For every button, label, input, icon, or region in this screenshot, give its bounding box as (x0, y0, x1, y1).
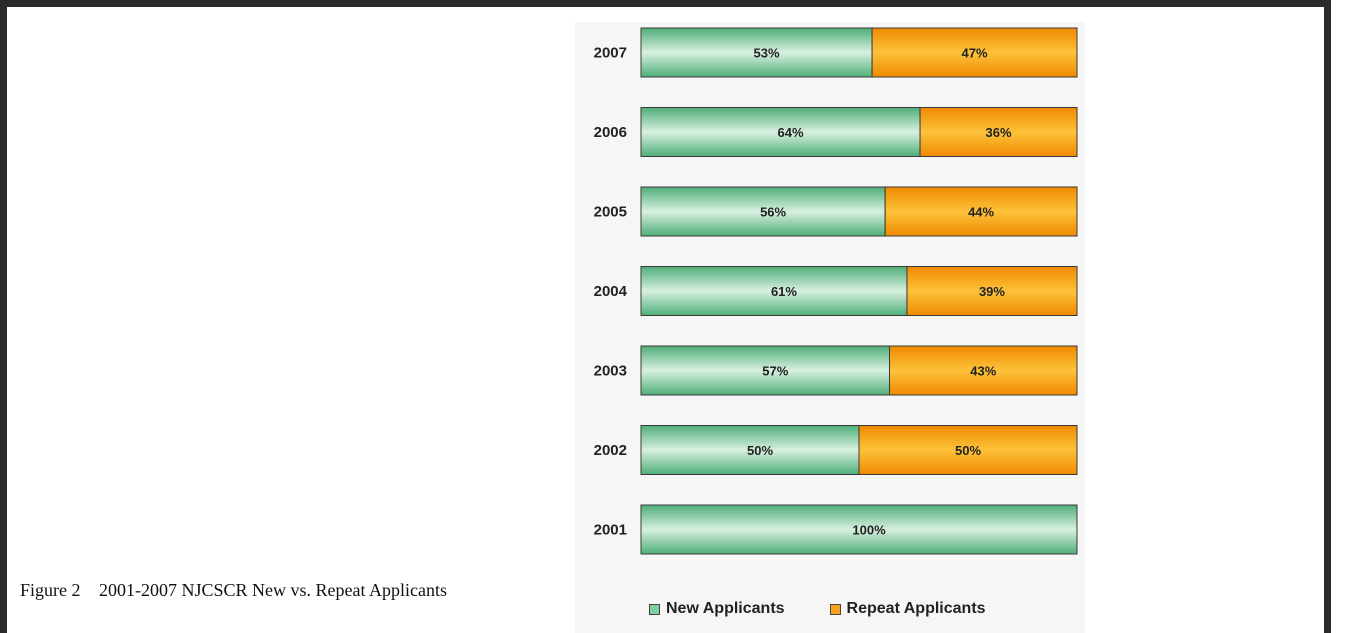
value-label-new-2004: 61% (771, 284, 797, 299)
figure-title: 2001-2007 NJCSCR New vs. Repeat Applican… (99, 580, 447, 600)
legend-label-new: New Applicants (666, 600, 785, 617)
year-label-2001: 2001 (594, 522, 627, 539)
chart-panel: 2007 53% 47% 2006 64% 36% 2005 56% 44% 2004 61% 39%… (575, 22, 1085, 633)
bar-repeat-2005 (884, 186, 1078, 237)
bar-new-2002 (640, 425, 860, 475)
bar-new-2007 (640, 27, 873, 78)
year-label-2006: 2006 (594, 124, 627, 141)
figure-number: Figure 2 (20, 580, 81, 600)
legend-swatch-new (649, 603, 660, 615)
year-label-2005: 2005 (594, 204, 627, 221)
value-label-repeat-2003: 43% (970, 364, 996, 379)
value-label-new-2007: 53% (754, 46, 780, 61)
year-label-2002: 2002 (594, 442, 627, 459)
year-label-2007: 2007 (594, 45, 627, 62)
figure-caption: Figure 2 2001-2007 NJCSCR New vs. Repeat… (20, 580, 447, 601)
year-label-2003: 2003 (594, 363, 627, 380)
chart-legend: New Applicants Repeat Applicants (649, 600, 1031, 618)
year-label-2004: 2004 (594, 283, 628, 300)
legend-item-new: New Applicants (649, 600, 785, 618)
bar-new-2003 (640, 345, 891, 396)
legend-label-repeat: Repeat Applicants (846, 600, 986, 617)
value-label-new-2003: 57% (762, 364, 788, 379)
value-label-new-2001: 100% (852, 523, 886, 538)
value-label-new-2005: 56% (760, 205, 786, 220)
bar-repeat-2007 (871, 27, 1078, 78)
value-label-repeat-2004: 39% (979, 284, 1005, 299)
bar-repeat-2006 (919, 107, 1078, 157)
bar-repeat-2002 (858, 425, 1078, 475)
value-label-repeat-2006: 36% (986, 125, 1012, 140)
bar-repeat-2004 (906, 266, 1078, 316)
bar-new-2006 (640, 107, 921, 157)
value-label-new-2002: 50% (747, 443, 773, 458)
bar-repeat-2003 (889, 345, 1078, 396)
value-label-repeat-2005: 44% (968, 205, 994, 220)
legend-item-repeat: Repeat Applicants (829, 600, 986, 618)
legend-swatch-repeat (829, 603, 841, 615)
value-label-repeat-2002: 50% (955, 443, 981, 458)
value-label-repeat-2007: 47% (962, 46, 988, 61)
value-label-new-2006: 64% (778, 125, 804, 140)
stacked-bar-chart: 2007 53% 47% 2006 64% 36% 2005 56% 44% 2004 61% 39%… (594, 27, 1078, 555)
bar-new-2001 (640, 504, 1078, 555)
